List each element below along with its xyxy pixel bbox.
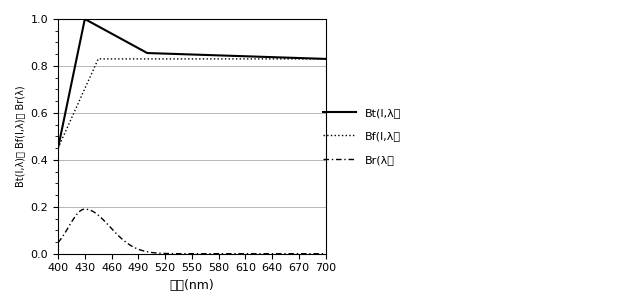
Br(λ） [81, 207, 89, 211]
Bf(I,λ） [173, 57, 180, 61]
Br(λ） [322, 252, 329, 255]
Legend: Bt(I,λ）, Bf(I,λ）, Br(λ）: Bt(I,λ）, Bf(I,λ）, Br(λ） [318, 103, 406, 169]
Bt(I,λ） [238, 54, 246, 58]
Br(λ） [263, 252, 271, 255]
Bf(I,λ） [268, 57, 276, 61]
Bf(I,λ） [163, 57, 170, 61]
Br(λ） [163, 252, 170, 255]
Br(λ） [268, 252, 276, 255]
Bf(I,λ） [322, 57, 329, 61]
Bf(I,λ） [94, 57, 102, 61]
Bf(I,λ） [238, 57, 246, 61]
Bf(I,λ） [54, 146, 62, 150]
Bt(I,λ） [322, 57, 329, 61]
Y-axis label: Bt(I,λ)， Bf(I,λ)， Br(λ): Bt(I,λ)， Bf(I,λ)， Br(λ) [15, 86, 25, 187]
Bt(I,λ） [268, 55, 276, 59]
Bt(I,λ） [82, 17, 89, 21]
Bt(I,λ） [263, 55, 271, 59]
X-axis label: 波長(nm): 波長(nm) [169, 279, 214, 292]
Bt(I,λ） [163, 52, 170, 56]
Bf(I,λ） [81, 86, 89, 89]
Br(λ） [238, 252, 246, 255]
Br(λ） [82, 207, 89, 211]
Line: Bf(I,λ）: Bf(I,λ） [58, 59, 326, 148]
Line: Br(λ）: Br(λ） [58, 209, 326, 254]
Bf(I,λ） [263, 57, 271, 61]
Br(λ） [173, 252, 180, 255]
Bt(I,λ） [54, 146, 62, 150]
Line: Bt(I,λ）: Bt(I,λ） [58, 19, 326, 148]
Bt(I,λ） [81, 17, 89, 21]
Bt(I,λ） [173, 52, 180, 56]
Br(λ） [54, 241, 62, 244]
